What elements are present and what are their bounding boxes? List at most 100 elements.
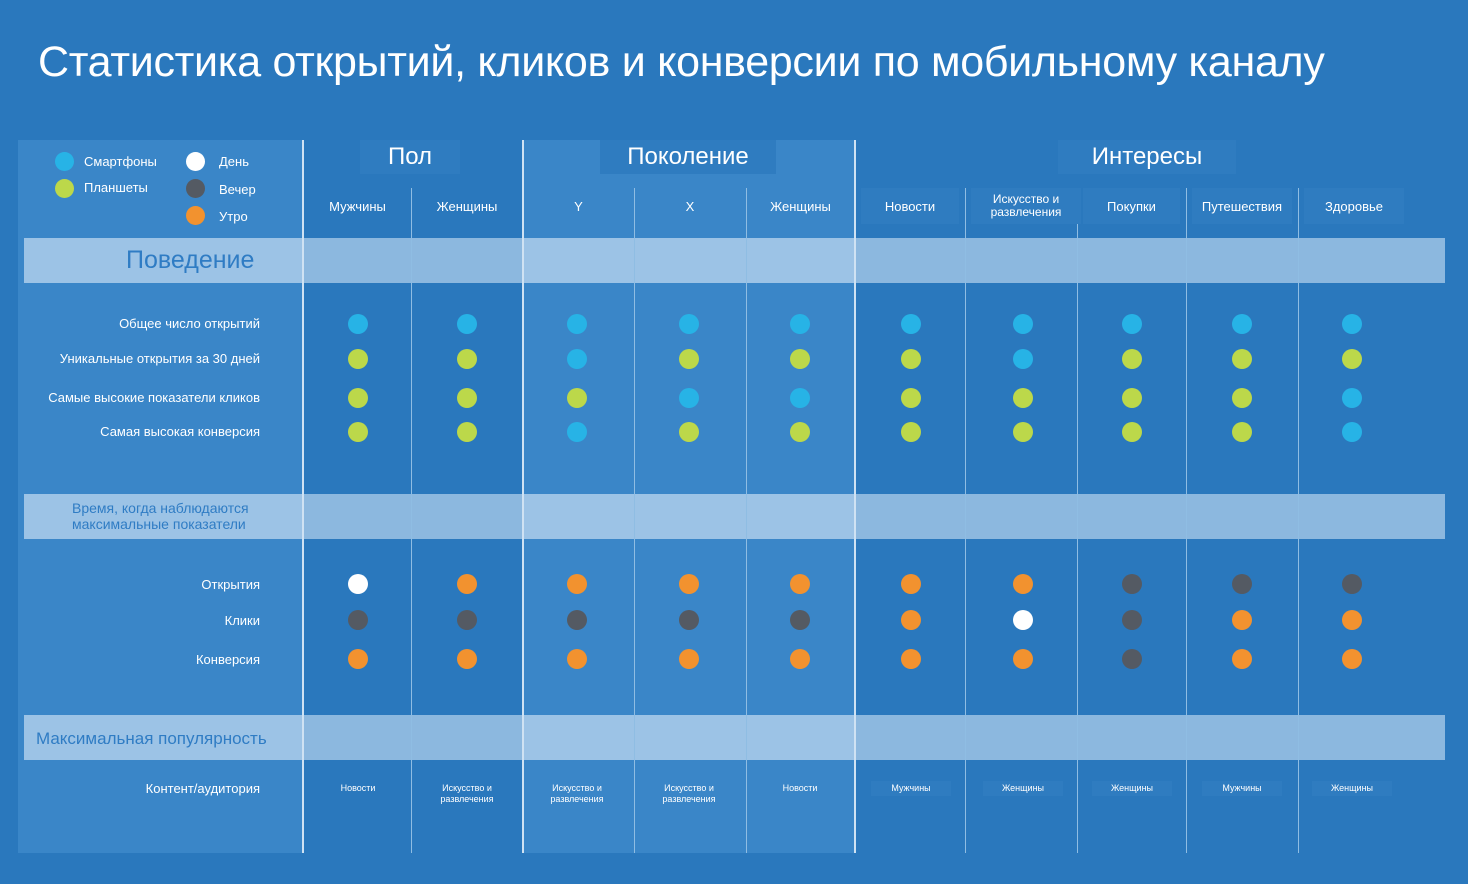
column-header: X (685, 198, 695, 214)
dot-morning (679, 649, 699, 669)
dot-smartphone (348, 314, 368, 334)
column-divider (1186, 188, 1187, 853)
dot-tablet (1013, 388, 1033, 408)
column-divider (746, 188, 747, 853)
dot-morning (457, 574, 477, 594)
dot-tablet (457, 422, 477, 442)
time-row-label: Конверсия (195, 652, 260, 667)
legend-label-morning: Утро (219, 209, 248, 224)
dot-morning (901, 574, 921, 594)
legend-dot-smartphone (55, 152, 74, 171)
column-header: Женщины (436, 198, 498, 214)
dot-morning (790, 649, 810, 669)
dot-morning (1013, 649, 1033, 669)
dot-smartphone (901, 314, 921, 334)
column-header: Искусство и развлечения (971, 188, 1081, 224)
dot-smartphone (679, 388, 699, 408)
dot-day (348, 574, 368, 594)
dot-smartphone (790, 388, 810, 408)
popularity-cell: Женщины (1312, 781, 1392, 796)
popularity-cell: Мужчины (871, 781, 951, 796)
dot-smartphone (1122, 314, 1142, 334)
section-band-highlight (523, 715, 855, 760)
section-label-popularity: Максимальная популярность (36, 729, 267, 748)
legend-label-day: День (219, 154, 249, 169)
dot-smartphone (567, 314, 587, 334)
column-header: Путешествия (1192, 188, 1292, 224)
dot-smartphone (790, 314, 810, 334)
dot-evening (790, 610, 810, 630)
legend-dot-evening (186, 179, 205, 198)
dot-morning (567, 649, 587, 669)
dot-tablet (1122, 388, 1142, 408)
popularity-cell: Женщины (983, 781, 1063, 796)
column-divider (634, 188, 635, 853)
section-label-peak-time: Время, когда наблюдаются максимальные по… (72, 500, 249, 532)
group-header: Поколение (600, 140, 776, 174)
popularity-cell: Искусство и развлечения (662, 783, 716, 804)
dot-evening (1232, 574, 1252, 594)
dot-evening (1122, 610, 1142, 630)
legend-dot-day (186, 152, 205, 171)
group-header: Интересы (1058, 140, 1236, 174)
dot-morning (1342, 649, 1362, 669)
dot-evening (567, 610, 587, 630)
column-header: Y (574, 198, 583, 214)
column-divider (411, 188, 412, 853)
dot-morning (679, 574, 699, 594)
dot-tablet (1232, 349, 1252, 369)
dot-morning (1232, 610, 1252, 630)
dot-tablet (457, 349, 477, 369)
section-band-highlight (24, 494, 303, 539)
dot-morning (1342, 610, 1362, 630)
dot-tablet (790, 349, 810, 369)
dot-tablet (679, 422, 699, 442)
legend-dot-morning (186, 206, 205, 225)
dot-tablet (790, 422, 810, 442)
legend-label-evening: Вечер (219, 182, 256, 197)
column-header: Покупки (1083, 188, 1180, 224)
divider-line (854, 140, 856, 853)
section-band-highlight (24, 715, 303, 760)
section-label-behavior: Поведение (126, 246, 255, 274)
dot-morning (348, 649, 368, 669)
behavior-row-label: Уникальные открытия за 30 дней (59, 351, 260, 366)
dot-tablet (679, 349, 699, 369)
time-row-label: Клики (224, 613, 260, 628)
dot-smartphone (1232, 314, 1252, 334)
dot-smartphone (1342, 314, 1362, 334)
popularity-cell: Искусство и развлечения (440, 783, 494, 804)
dot-evening (1342, 574, 1362, 594)
behavior-row-label: Общее число открытий (119, 316, 260, 331)
dot-morning (457, 649, 477, 669)
dot-tablet (1122, 349, 1142, 369)
column-divider (1298, 188, 1299, 853)
dot-tablet (348, 388, 368, 408)
dot-evening (679, 610, 699, 630)
dot-tablet (901, 422, 921, 442)
time-row-label: Открытия (201, 577, 260, 592)
dot-tablet (1232, 388, 1252, 408)
dot-evening (348, 610, 368, 630)
dot-morning (901, 649, 921, 669)
column-header: Мужчины (329, 198, 386, 214)
dot-smartphone (679, 314, 699, 334)
dot-evening (457, 610, 477, 630)
dot-tablet (1122, 422, 1142, 442)
column-divider (1077, 188, 1078, 853)
dot-evening (1122, 574, 1142, 594)
dot-tablet (1013, 422, 1033, 442)
dot-morning (790, 574, 810, 594)
dot-smartphone (567, 349, 587, 369)
behavior-row-label: Самые высокие показатели кликов (48, 390, 260, 405)
dot-smartphone (1013, 314, 1033, 334)
dot-tablet (1232, 422, 1252, 442)
popularity-cell: Новости (340, 783, 376, 793)
dot-smartphone (457, 314, 477, 334)
dot-smartphone (1013, 349, 1033, 369)
group-header: Пол (360, 140, 460, 174)
column-header: Здоровье (1304, 188, 1404, 224)
divider-line (522, 140, 524, 853)
dot-morning (901, 610, 921, 630)
column-header: Женщины (770, 198, 831, 214)
